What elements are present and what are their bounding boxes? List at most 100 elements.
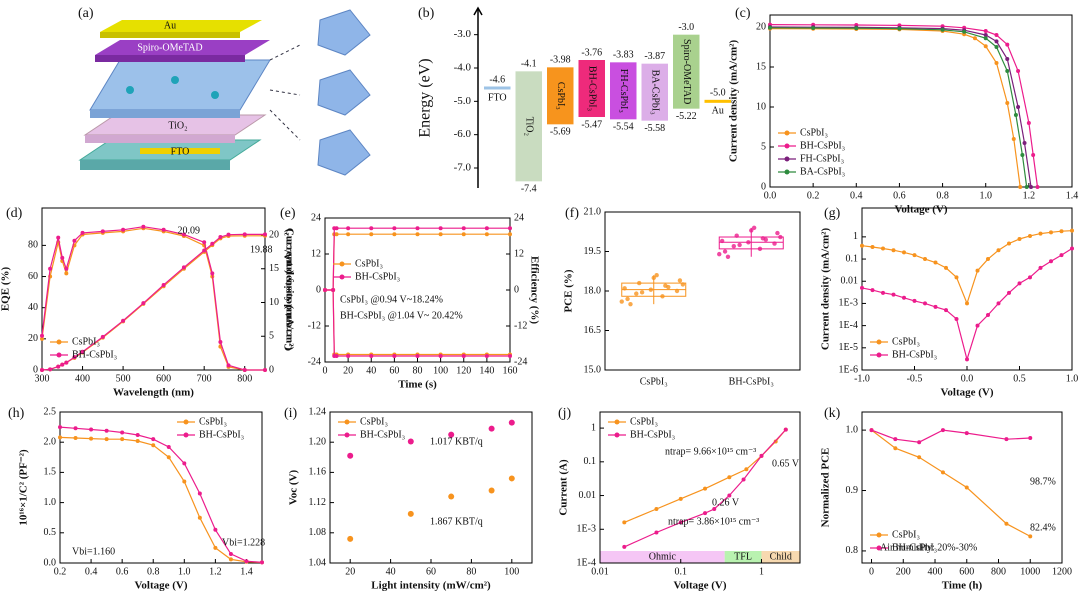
panel-label: (a) bbox=[78, 6, 94, 21]
perovskite-side bbox=[90, 110, 240, 118]
data-line bbox=[871, 429, 1031, 537]
y-tick-label: 60 bbox=[28, 271, 38, 282]
y-tick-label: 1.5 bbox=[44, 467, 57, 478]
y-tick-label: 0 bbox=[33, 364, 38, 375]
chart-panel: 0.0 0.2 0.4 0.6 0.8 1.0 1.2 1.4 0 5 10 15 20 Voltage … bbox=[728, 6, 1079, 215]
data-point bbox=[488, 425, 495, 432]
data-line bbox=[861, 230, 1073, 306]
data-point bbox=[775, 230, 780, 236]
data-point bbox=[725, 254, 731, 259]
value-label: -4.6 bbox=[489, 74, 505, 85]
panel-label: (h) bbox=[8, 406, 25, 421]
x-tick-label: 600 bbox=[156, 373, 171, 384]
legend-label: CsPbI₃ bbox=[630, 416, 658, 427]
y-tick-label: 0.9 bbox=[846, 485, 859, 496]
legend-label: BH-CsPbI₃ bbox=[892, 349, 937, 360]
x-tick-label: 80 bbox=[413, 365, 423, 376]
data-point bbox=[1070, 228, 1074, 233]
data-line bbox=[41, 233, 265, 371]
y-axis-label: PCE (%) bbox=[563, 269, 575, 312]
data-point bbox=[737, 242, 742, 248]
x-tick-label: 80 bbox=[466, 566, 476, 577]
x-axis-label: Light intensity (mW/cm²) bbox=[371, 580, 491, 592]
data-line bbox=[325, 227, 510, 291]
data-point bbox=[751, 225, 757, 230]
y-tick-label: 1.08 bbox=[309, 527, 327, 538]
plot-frame bbox=[599, 411, 801, 564]
layer-label: Spiro-OMeTAD bbox=[137, 42, 202, 53]
y-tick-label: 10 bbox=[756, 101, 766, 112]
energy-band bbox=[673, 34, 700, 109]
data-line bbox=[769, 24, 1039, 188]
x-tick-label: BH-CsPbI₃ bbox=[729, 376, 774, 387]
data-point bbox=[347, 452, 354, 459]
panel-label: (f) bbox=[565, 206, 579, 221]
y-tick-label: 2.5 bbox=[44, 406, 57, 417]
region-label: Ohmic bbox=[649, 551, 677, 562]
axis-arrow bbox=[473, 6, 483, 16]
data-point bbox=[666, 284, 671, 290]
data-point bbox=[717, 251, 722, 257]
legend-marker bbox=[339, 274, 345, 280]
y-tick-label: 15.0 bbox=[584, 364, 602, 375]
y-tick-label: -4.0 bbox=[454, 62, 472, 74]
region-label: Child bbox=[770, 551, 792, 562]
x-tick-label: 1.4 bbox=[1066, 190, 1079, 201]
legend-marker bbox=[784, 130, 790, 136]
x-tick-label: 60 bbox=[389, 365, 399, 376]
legend-label: BH-CsPbI₃ bbox=[72, 349, 117, 360]
data-point bbox=[651, 275, 656, 281]
x-tick-label: 0.6 bbox=[116, 566, 129, 577]
cs-ion bbox=[126, 86, 134, 94]
tio2-side bbox=[85, 135, 235, 143]
x-tick-label: 140 bbox=[479, 365, 494, 376]
x-tick-label: 100 bbox=[433, 365, 448, 376]
value-label: -7.4 bbox=[521, 184, 537, 195]
y-tick-label: 1.04 bbox=[309, 557, 327, 568]
data-point bbox=[654, 273, 659, 278]
x-tick-label: 0.8 bbox=[936, 190, 949, 201]
annotation: CsPbI₃ @0.94 V~18.24% bbox=[340, 294, 443, 305]
perovskite-layer bbox=[89, 59, 271, 111]
legend-label: BH-CsPbI₃ bbox=[199, 429, 244, 440]
plot-frame bbox=[769, 14, 1073, 188]
annotation: BH-CsPbI₃ @1.04 V~ 20.42% bbox=[340, 310, 463, 321]
panel-label: (b) bbox=[418, 6, 435, 21]
data-point bbox=[625, 296, 630, 302]
y-axis-label: EQE (%) bbox=[0, 267, 12, 312]
energy-band bbox=[547, 67, 574, 125]
y2-tick-label: 15 bbox=[269, 263, 279, 274]
y-tick-label: 19.5 bbox=[584, 246, 602, 257]
legend-marker bbox=[614, 419, 620, 425]
panel-label: (c) bbox=[735, 6, 751, 21]
x-tick-label: 0.4 bbox=[850, 190, 863, 201]
data-point bbox=[407, 438, 414, 445]
legend-marker bbox=[614, 432, 620, 438]
band-name: TiO₂ bbox=[523, 117, 534, 136]
value-label: -3.98 bbox=[550, 55, 571, 66]
panel-label: (j) bbox=[558, 406, 572, 421]
y-axis-label: Energy (eV) bbox=[417, 58, 434, 137]
energy-band bbox=[610, 62, 637, 120]
data-point bbox=[508, 475, 515, 482]
x-tick-label: 0.5 bbox=[1013, 373, 1026, 384]
legend-label: BH-CsPbI₃ bbox=[360, 429, 405, 440]
y-tick-label: 0.01 bbox=[579, 490, 597, 501]
x-tick-label: 0 bbox=[323, 365, 328, 376]
data-point bbox=[622, 286, 627, 291]
data-point bbox=[763, 237, 768, 242]
data-point bbox=[680, 282, 686, 287]
value-label: -5.22 bbox=[676, 111, 697, 122]
x-tick-label: 200 bbox=[896, 566, 911, 577]
y-tick-label: 1 bbox=[853, 231, 858, 242]
illustration: (a) Au Spiro-OMeTAD TiO₂ FTO bbox=[78, 6, 371, 176]
value-label: -5.58 bbox=[644, 123, 665, 134]
y2-tick-label: 5 bbox=[269, 331, 274, 342]
data-line bbox=[769, 28, 1021, 188]
y-tick-label: 1.0 bbox=[44, 497, 57, 508]
data-point bbox=[488, 487, 495, 494]
y-tick-label: 0.1 bbox=[846, 253, 859, 264]
data-point bbox=[860, 243, 864, 248]
spiro-side bbox=[95, 55, 245, 62]
legend-marker bbox=[876, 545, 882, 551]
